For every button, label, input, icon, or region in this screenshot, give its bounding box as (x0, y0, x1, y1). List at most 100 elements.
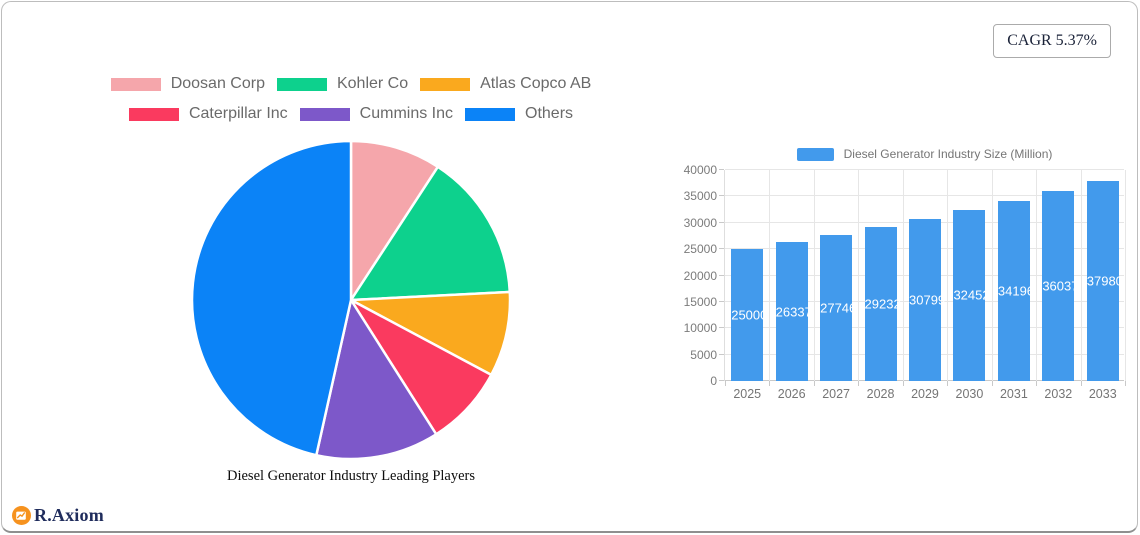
bar-2032: 36037 (1042, 190, 1079, 381)
bar-legend-swatch (796, 147, 834, 161)
gridline-v (813, 170, 815, 381)
x-axis-label: 2029 (911, 387, 939, 401)
bar-legend-label: Diesel Generator Industry Size (Million) (843, 147, 1053, 161)
y-axis-label: 25000 (683, 242, 717, 257)
gridline-v (858, 170, 860, 381)
x-axis-label: 2027 (822, 387, 850, 401)
legend-swatch-kohler-co (276, 77, 327, 91)
x-tick (947, 381, 949, 386)
y-axis-label: 10000 (683, 321, 717, 336)
pie-slice-cummins-inc (315, 298, 438, 461)
pie-slice-kohler-co (349, 165, 512, 302)
x-tick (1125, 381, 1126, 386)
bar-2026: 26337 (775, 242, 812, 381)
bar-value-label: 34196 (997, 283, 1035, 299)
legend-item-kohler-co[interactable]: Kohler Co (276, 75, 408, 93)
gridline-v (1125, 170, 1126, 381)
legend-swatch-atlas-copco-ab (420, 77, 471, 91)
brand-chart-icon (12, 506, 31, 525)
legend-swatch-others (465, 107, 516, 121)
x-tick (1036, 381, 1038, 386)
bar-chart-plot-area: Diesel Generator Industry Size (Million)… (684, 147, 1126, 401)
bar-2028: 29232 (864, 226, 901, 381)
pie-legend: Doosan Corp Kohler Co Atlas Copco AB Caterp… (51, 75, 651, 123)
x-tick (991, 381, 993, 386)
y-tick (719, 300, 724, 302)
pie-legend-row: Caterpillar Inc Cummins Inc Others (128, 105, 573, 123)
y-axis-label: 15000 (683, 294, 717, 309)
pie-legend-row: Doosan Corp Kohler Co Atlas Copco AB (110, 75, 591, 93)
pie-slice-others (190, 139, 353, 457)
y-axis-label: 35000 (683, 189, 717, 204)
x-tick (858, 381, 860, 386)
brand-name: R.Axiom (34, 505, 104, 525)
y-tick (719, 274, 724, 276)
bar-2029: 30799 (909, 218, 946, 381)
bar-2030: 32452 (953, 209, 990, 381)
brand-logo: R.Axiom (12, 505, 104, 526)
gridline-v (1036, 170, 1038, 381)
gridline-v (947, 170, 949, 381)
legend-item-caterpillar-inc[interactable]: Caterpillar Inc (128, 105, 288, 123)
gridline-v (1080, 170, 1082, 381)
y-axis-label: 0 (710, 374, 717, 388)
legend-label: Atlas Copco AB (480, 75, 592, 92)
gridline-v (769, 170, 771, 381)
pie-slice-doosan-corp (349, 139, 440, 302)
y-axis-label: 30000 (683, 215, 717, 230)
y-axis-label: 40000 (683, 163, 717, 177)
x-tick (725, 381, 726, 386)
bar-value-label: 36037 (1042, 278, 1079, 294)
bar-value-label: 25000 (731, 307, 768, 323)
legend-item-doosan-corp[interactable]: Doosan Corp (110, 75, 265, 93)
x-tick (769, 381, 771, 386)
legend-swatch-doosan-corp (110, 77, 161, 91)
x-axis-label: 2028 (866, 387, 895, 401)
legend-item-others[interactable]: Others (465, 105, 573, 123)
y-tick (719, 169, 724, 170)
y-tick (719, 221, 724, 223)
y-tick (719, 248, 724, 250)
gridline-v (991, 170, 993, 381)
bar-legend[interactable]: Diesel Generator Industry Size (Million) (725, 147, 1124, 161)
legend-label: Caterpillar Inc (188, 105, 288, 122)
x-axis-label: 2031 (999, 387, 1028, 401)
y-axis-label: 20000 (683, 268, 717, 283)
bar-2025: 25000 (731, 249, 768, 381)
x-axis-label: 2030 (955, 387, 984, 401)
x-axis-label: 2026 (777, 387, 806, 401)
legend-label: Others (525, 105, 574, 122)
bar-value-label: 32452 (953, 287, 990, 303)
bar-value-label: 29232 (864, 296, 901, 312)
pie-chart-title: Diesel Generator Industry Leading Player… (226, 468, 476, 484)
gridline-h (725, 169, 1124, 170)
y-axis-label: 5000 (690, 347, 717, 362)
bar-value-label: 27746 (820, 300, 857, 316)
y-tick (719, 353, 724, 355)
gridline-v (902, 170, 904, 381)
bar-2027: 27746 (820, 234, 857, 381)
y-tick (719, 327, 724, 329)
pie-chart (190, 139, 512, 461)
bar-2031: 34196 (997, 200, 1035, 381)
x-axis-label: 2032 (1044, 387, 1073, 401)
x-tick (1080, 381, 1082, 386)
x-axis-label: 2033 (1088, 387, 1117, 401)
bar-value-label: 30799 (909, 292, 946, 308)
x-tick (813, 381, 815, 386)
x-axis-label: 2025 (733, 387, 762, 401)
bar-value-label: 37980 (1086, 273, 1123, 289)
legend-item-atlas-copco-ab[interactable]: Atlas Copco AB (420, 75, 591, 93)
bar-2033: 37980 (1086, 180, 1123, 381)
legend-swatch-cummins-inc (299, 107, 350, 121)
pie-slice-atlas-copco-ab (349, 290, 512, 377)
legend-label: Cummins Inc (359, 105, 454, 122)
gridline-h (725, 195, 1124, 197)
legend-item-cummins-inc[interactable]: Cummins Inc (299, 105, 454, 123)
legend-swatch-caterpillar-inc (128, 107, 179, 121)
y-tick (719, 195, 724, 197)
y-tick (719, 380, 724, 381)
x-tick (902, 381, 904, 386)
cagr-badge: CAGR 5.37% (993, 24, 1111, 58)
